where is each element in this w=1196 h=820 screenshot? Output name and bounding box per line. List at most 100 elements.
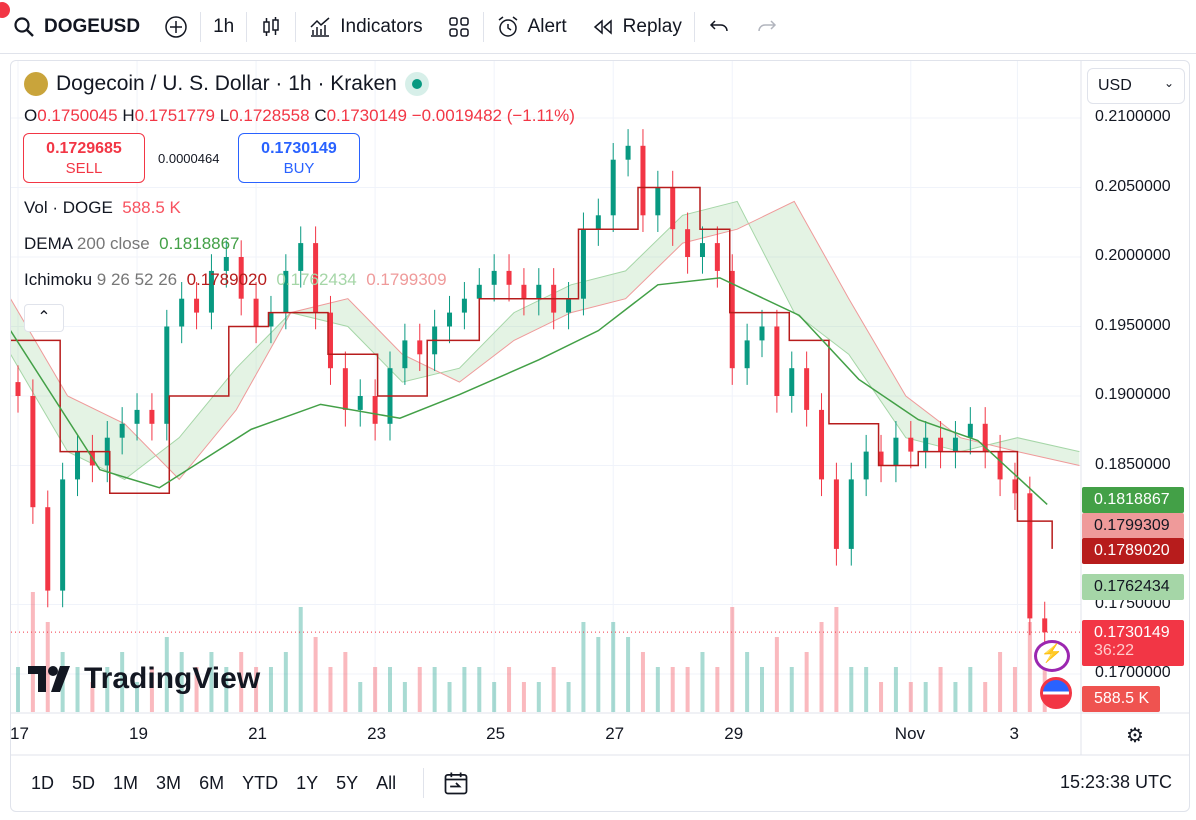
volume-bar bbox=[834, 607, 839, 712]
volume-bar bbox=[566, 682, 571, 712]
volume-bar bbox=[908, 682, 913, 712]
volume-bar bbox=[268, 667, 273, 712]
candle-body bbox=[699, 243, 705, 257]
candle-body bbox=[506, 270, 512, 285]
price-axis-label: 0.1900000 bbox=[1095, 386, 1171, 403]
tradingview-logo[interactable]: TradingView bbox=[28, 662, 260, 696]
range-button-5d[interactable]: 5D bbox=[72, 772, 96, 793]
candle-body bbox=[774, 326, 780, 396]
close-label: C bbox=[314, 106, 327, 125]
range-button-3m[interactable]: 3M bbox=[156, 772, 182, 793]
chart-legend: Dogecoin / U. S. Dollar · 1h · Kraken bbox=[24, 72, 429, 96]
candle-body bbox=[447, 312, 453, 327]
candle-body bbox=[208, 270, 214, 313]
bar-countdown: 36:22 bbox=[1094, 642, 1135, 659]
volume-bar bbox=[968, 667, 973, 712]
indicators-icon bbox=[310, 16, 330, 37]
volume-bar bbox=[75, 667, 80, 712]
price-axis-label: 0.1850000 bbox=[1095, 455, 1171, 473]
price-axis-label: 0.2000000 bbox=[1095, 247, 1171, 264]
currency-select[interactable]: USD ⌄ bbox=[1087, 68, 1185, 104]
volume-bar bbox=[581, 622, 586, 712]
candle-body bbox=[491, 270, 497, 285]
candle-body bbox=[1042, 618, 1048, 633]
alert-button[interactable]: Alert bbox=[484, 0, 579, 54]
divider bbox=[200, 11, 202, 42]
volume-bar bbox=[655, 667, 660, 712]
redo-button[interactable] bbox=[743, 0, 791, 54]
range-button-all[interactable]: All bbox=[376, 772, 397, 793]
replay-button[interactable]: Replay bbox=[579, 0, 694, 54]
collapse-legend-button[interactable]: ⌃ bbox=[24, 304, 64, 332]
dema-value: 0.1818867 bbox=[159, 234, 240, 253]
volume-bar bbox=[521, 682, 526, 712]
utc-clock[interactable]: 15:23:38 UTC bbox=[1059, 772, 1172, 792]
volume-bar bbox=[224, 667, 229, 712]
volume-bar bbox=[388, 667, 392, 712]
candle-body bbox=[819, 409, 825, 480]
chevron-down-icon: ⌄ bbox=[1163, 76, 1174, 90]
price-axis-label: 0.2100000 bbox=[1095, 108, 1171, 125]
undo-button[interactable] bbox=[695, 0, 743, 54]
volume-bar bbox=[492, 682, 497, 712]
range-button-1d[interactable]: 1D bbox=[31, 772, 55, 793]
volume-bar bbox=[120, 652, 125, 712]
logo-text: TradingView bbox=[84, 662, 261, 695]
goto-date-icon[interactable] bbox=[442, 769, 470, 797]
volume-bar bbox=[462, 667, 467, 712]
candle-body bbox=[357, 396, 363, 410]
volume-bar bbox=[953, 682, 958, 712]
market-open-icon bbox=[404, 72, 429, 96]
candle-body bbox=[982, 423, 988, 452]
sell-button[interactable]: 0.1729685 SELL bbox=[23, 133, 145, 183]
volume-bar bbox=[298, 607, 303, 712]
buy-button[interactable]: 0.1730149 BUY bbox=[238, 133, 360, 183]
dema-price-tag: 0.1818867 bbox=[1082, 487, 1184, 513]
candle-body bbox=[149, 409, 155, 424]
ichimoku-span-b-value: 0.1799309 bbox=[366, 270, 447, 289]
chart-type-button[interactable] bbox=[247, 0, 295, 54]
range-button-5y[interactable]: 5Y bbox=[336, 772, 359, 793]
candle-body bbox=[476, 284, 482, 299]
open-label: O bbox=[24, 106, 38, 125]
volume-bar bbox=[239, 652, 244, 712]
candle-body bbox=[938, 437, 944, 452]
low-value: 0.1728558 bbox=[229, 106, 310, 125]
candle-body bbox=[164, 326, 170, 424]
us-flag-icon[interactable] bbox=[1040, 677, 1072, 709]
volume-legend[interactable]: Vol · DOGE 588.5 K bbox=[24, 198, 181, 218]
symbol-search-button[interactable]: DOGEUSD bbox=[0, 0, 152, 54]
range-button-6m[interactable]: 6M bbox=[199, 772, 225, 793]
divider bbox=[423, 768, 425, 798]
time-axis-label: 29 bbox=[724, 724, 744, 743]
volume-bar bbox=[670, 667, 675, 712]
high-label: H bbox=[122, 106, 135, 125]
vol-name: Vol · DOGE bbox=[24, 198, 113, 217]
ichimoku-legend[interactable]: Ichimoku 9 26 52 26 0.1789020 0.1762434 … bbox=[24, 270, 447, 290]
volume-bar bbox=[447, 682, 452, 712]
candle-body bbox=[759, 326, 765, 341]
candle-body bbox=[134, 409, 140, 424]
span-b-price-tag: 0.1799309 bbox=[1082, 513, 1184, 539]
dema-legend[interactable]: DEMA 200 close 0.1818867 bbox=[24, 234, 240, 254]
range-button-1y[interactable]: 1Y bbox=[296, 772, 319, 793]
settings-gear-icon[interactable]: ⚙ bbox=[1126, 725, 1144, 747]
interval-button[interactable]: 1h bbox=[201, 0, 246, 54]
indicators-button[interactable]: Indicators bbox=[296, 0, 434, 54]
price-axis-label: 0.1950000 bbox=[1095, 316, 1171, 334]
candle-body bbox=[580, 229, 586, 299]
divider bbox=[295, 11, 297, 42]
sell-label: SELL bbox=[65, 160, 103, 177]
range-button-1m[interactable]: 1M bbox=[113, 772, 139, 793]
redo-icon bbox=[758, 19, 776, 31]
volume-bar bbox=[923, 682, 928, 712]
sell-price: 0.1729685 bbox=[46, 140, 122, 157]
replay-label: Replay bbox=[622, 15, 682, 37]
lightning-assistant-icon[interactable]: ⚡ bbox=[1034, 640, 1070, 672]
layouts-button[interactable] bbox=[435, 0, 483, 54]
range-button-ytd[interactable]: YTD bbox=[242, 772, 279, 793]
volume-bar bbox=[849, 667, 854, 712]
volume-bar bbox=[760, 667, 764, 712]
compare-button[interactable] bbox=[152, 0, 200, 54]
